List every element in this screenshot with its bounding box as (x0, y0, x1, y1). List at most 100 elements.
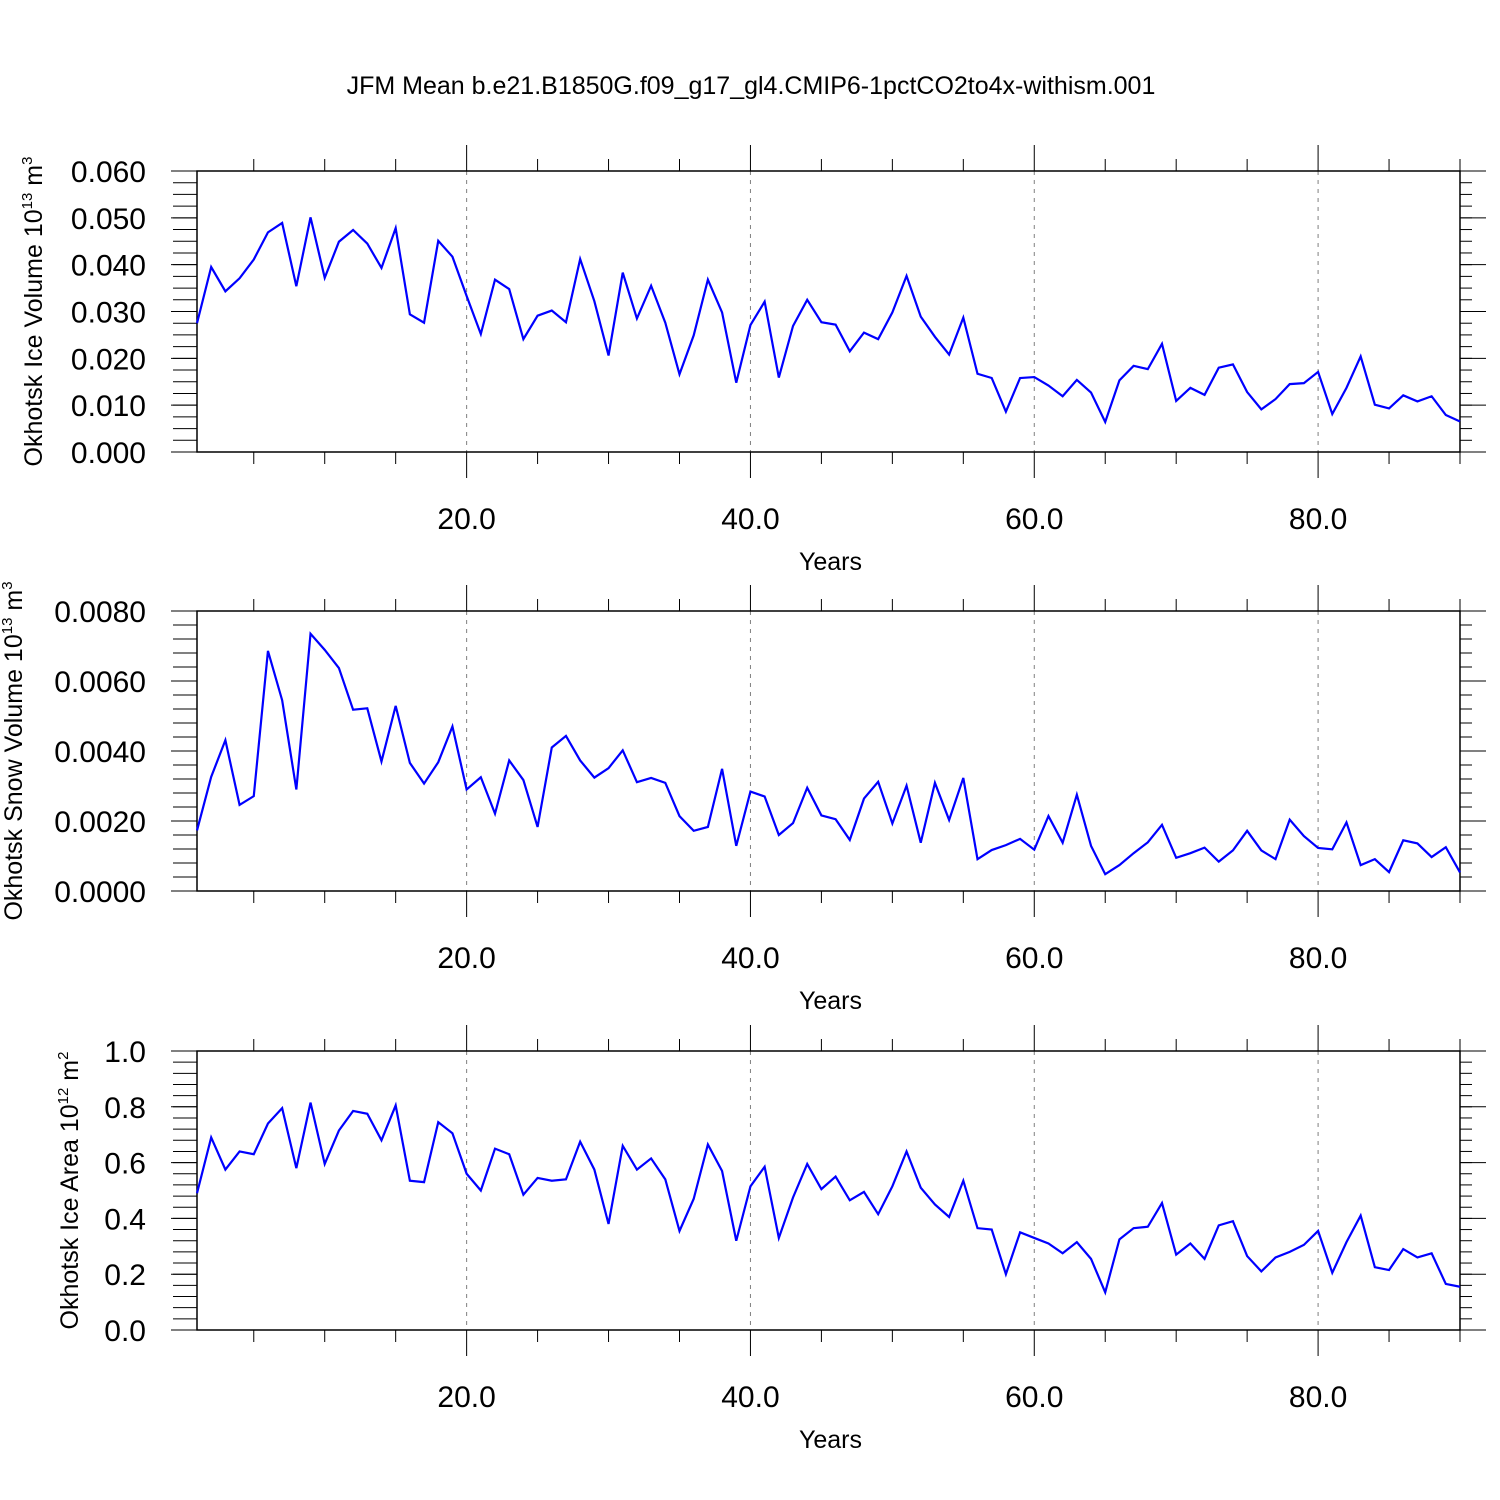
data-point (1090, 1258, 1092, 1260)
x-tick-label: 40.0 (721, 942, 779, 975)
data-point (934, 336, 936, 338)
data-point (537, 1177, 539, 1179)
data-point (1062, 842, 1064, 844)
data-point (423, 322, 425, 324)
y-axis-label-main: Okhotsk Ice Area 10 (56, 1104, 84, 1329)
data-point (494, 279, 496, 281)
data-point (381, 267, 383, 269)
data-point (991, 377, 993, 379)
y-tick-label: 0.0000 (54, 876, 146, 909)
data-point (1303, 835, 1305, 837)
data-point (1289, 819, 1291, 821)
data-point (1161, 824, 1163, 826)
x-tick-label: 20.0 (437, 1381, 495, 1414)
data-point (267, 650, 269, 652)
data-point (324, 649, 326, 651)
data-point (281, 699, 283, 701)
data-point (1161, 1202, 1163, 1204)
data-point (281, 1107, 283, 1109)
data-point (1161, 343, 1163, 345)
data-point (523, 1194, 525, 1196)
data-point (1204, 1258, 1206, 1260)
data-point (1005, 411, 1007, 413)
data-point (608, 1223, 610, 1225)
data-point (1331, 849, 1333, 851)
data-point (1431, 856, 1433, 858)
data-point (1317, 371, 1319, 373)
data-point (608, 767, 610, 769)
data-point (395, 705, 397, 707)
data-point (764, 796, 766, 798)
data-point (1048, 815, 1050, 817)
data-point (366, 708, 368, 710)
data-point (1317, 1230, 1319, 1232)
data-point (551, 747, 553, 749)
data-point (735, 382, 737, 384)
data-point (508, 288, 510, 290)
data-point (792, 822, 794, 824)
y-tick-label: 0.010 (71, 390, 146, 423)
data-point (565, 735, 567, 737)
data-point (352, 229, 354, 231)
data-point (1388, 1269, 1390, 1271)
data-point (239, 277, 241, 279)
data-point (352, 1110, 354, 1112)
data-point (1402, 395, 1404, 397)
data-point (636, 1169, 638, 1171)
data-point (948, 819, 950, 821)
data-point (1388, 408, 1390, 410)
data-point (906, 785, 908, 787)
y-tick-label: 0.0020 (54, 806, 146, 839)
data-point (1431, 1252, 1433, 1254)
data-point (594, 1169, 596, 1171)
series-line (195, 1101, 1461, 1296)
x-tick-label: 60.0 (1005, 503, 1063, 536)
data-point (537, 826, 539, 828)
data-point (239, 804, 241, 806)
data-point (1019, 1232, 1021, 1234)
data-point (423, 783, 425, 785)
y-axis-label-exponent: 13 (19, 193, 36, 210)
data-point (1261, 850, 1263, 852)
data-point (934, 1204, 936, 1206)
data-point (480, 776, 482, 778)
data-point (1033, 1237, 1035, 1239)
data-point (963, 317, 965, 319)
data-point (1048, 1243, 1050, 1245)
data-point (523, 338, 525, 340)
data-point (267, 232, 269, 234)
x-tick-label: 20.0 (437, 503, 495, 536)
y-tick-label: 0.2 (104, 1259, 146, 1292)
data-point (835, 818, 837, 820)
data-point (1445, 846, 1447, 848)
y-axis-label-exponent: 12 (55, 1088, 72, 1105)
data-point (352, 709, 354, 711)
panel-1: 20.0 40.0 60.0 80.0 0.000 0.010 0.020 0.030 0.04… (19, 145, 1486, 576)
data-point (437, 1121, 439, 1123)
data-point (1275, 1257, 1277, 1259)
data-point (1431, 395, 1433, 397)
x-tick-label: 20.0 (437, 942, 495, 975)
y-tick-label: 0.0 (104, 1315, 146, 1348)
data-point (1005, 844, 1007, 846)
data-point (665, 1179, 667, 1181)
data-point (338, 1130, 340, 1132)
data-point (863, 332, 865, 334)
data-point (849, 1199, 851, 1201)
data-point (1218, 1225, 1220, 1227)
data-point (523, 779, 525, 781)
data-point (1175, 857, 1177, 859)
data-point (1303, 382, 1305, 384)
data-point (225, 1169, 227, 1171)
y-axis-label-unit-exponent: 3 (0, 581, 16, 589)
data-point (721, 1170, 723, 1172)
x-tick-label: 60.0 (1005, 1381, 1063, 1414)
data-point (778, 377, 780, 379)
data-point (877, 781, 879, 783)
data-point (310, 633, 312, 635)
data-point (665, 322, 667, 324)
data-point (1033, 376, 1035, 378)
data-point (1246, 830, 1248, 832)
data-point (1459, 1286, 1461, 1288)
data-point (1175, 400, 1177, 402)
